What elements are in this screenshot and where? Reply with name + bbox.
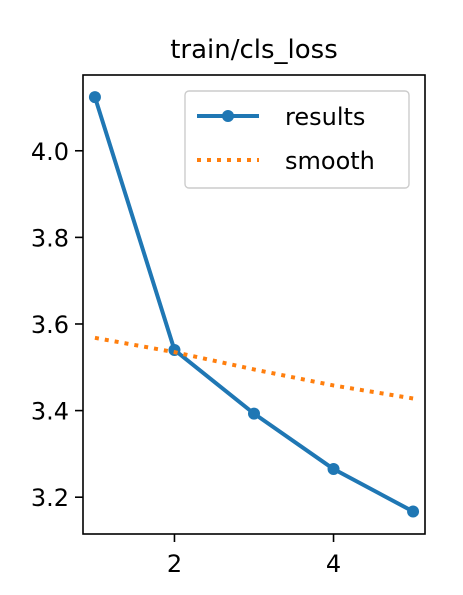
y-tick-label: 3.2 — [31, 484, 69, 512]
y-tick-label: 3.8 — [31, 224, 69, 252]
y-tick-label: 3.4 — [31, 398, 69, 426]
data-point-results — [248, 407, 260, 420]
y-axis: 3.2 3.4 3.6 3.8 4.0 — [31, 138, 83, 512]
legend-marker-results — [222, 110, 234, 122]
chart-title: train/cls_loss — [170, 35, 338, 65]
legend: results smooth — [184, 90, 410, 189]
plot-area — [82, 74, 426, 535]
x-tick-label: 2 — [167, 550, 182, 578]
x-tick-label: 4 — [326, 550, 341, 578]
y-tick-label: 4.0 — [31, 138, 69, 166]
data-point-results — [327, 463, 340, 476]
y-tick-label: 3.6 — [31, 311, 69, 339]
data-point-results — [407, 505, 420, 518]
axes-frame — [82, 74, 426, 535]
legend-label-results: results — [285, 103, 365, 131]
series-line-smooth — [94, 335, 414, 401]
legend-label-smooth: smooth — [285, 147, 375, 175]
series-layer — [88, 91, 420, 518]
data-point-results — [88, 91, 101, 104]
